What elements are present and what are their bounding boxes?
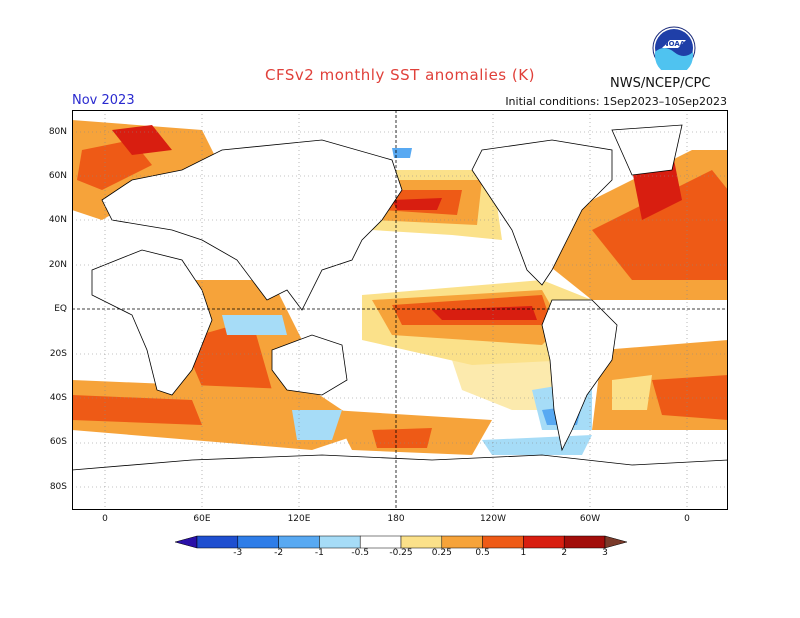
colorbar-label: 1 [520,548,527,558]
lat-label: 40N [48,215,67,225]
lon-label: 120W [479,514,507,524]
colorbar-swatch [278,535,320,549]
lat-label: 80S [49,482,67,492]
lon-label: 0 [102,514,108,524]
colorbar-swatch [523,535,565,549]
lat-label: 20N [48,260,67,270]
noaa-logo-text: NOAA [663,40,686,48]
sst-anomaly-map [72,110,728,510]
noaa-logo-icon: NOAA [652,26,696,70]
lon-label: 60E [193,514,211,524]
colorbar-swatch [196,535,239,549]
lat-label: 60S [49,437,67,447]
lat-label: 60N [48,171,67,181]
colorbar-label: 2 [561,548,568,558]
equator-dateline [72,110,728,510]
colorbar-label: -0.5 [351,548,369,558]
colorbar-max-arrow [604,535,627,549]
colorbar-swatch [400,535,443,549]
colorbar-swatch [237,535,279,549]
colorbar-swatch [482,535,524,549]
colorbar-swatch [319,535,361,549]
colorbar-label: 0.5 [475,548,490,558]
lon-label: 120E [287,514,311,524]
lon-label: 60W [579,514,601,524]
colorbar-min-arrow [175,535,198,549]
lon-label: 180 [387,514,405,524]
lat-label: 40S [49,393,67,403]
grid-lines [72,110,728,510]
colorbar-swatch [441,535,483,549]
colorbar-label: -2 [274,548,284,558]
map-title: CFSv2 monthly SST anomalies (K) [265,66,535,84]
valid-month: Nov 2023 [72,93,135,108]
colorbar-swatch [359,535,402,549]
lon-label: 0 [684,514,690,524]
colorbar-label: -0.25 [389,548,413,558]
colorbar-label: -1 [314,548,324,558]
coastlines [72,124,728,510]
lat-label: 80N [48,127,67,137]
colorbar-labels: -3 -2 -1 -0.5 -0.25 0.25 0.5 1 2 3 [175,548,627,560]
colorbar-label: 3 [602,548,608,558]
organization-label: NWS/NCEP/CPC [610,76,711,91]
colorbar-label: 0.25 [431,548,452,558]
colorbar-swatch [563,535,606,549]
colorbar [175,535,627,549]
initial-conditions: Initial conditions: 1Sep2023–10Sep2023 [505,95,727,108]
colorbar-label: -3 [233,548,243,558]
lat-label: EQ [54,304,67,314]
lat-label: 20S [49,349,67,359]
